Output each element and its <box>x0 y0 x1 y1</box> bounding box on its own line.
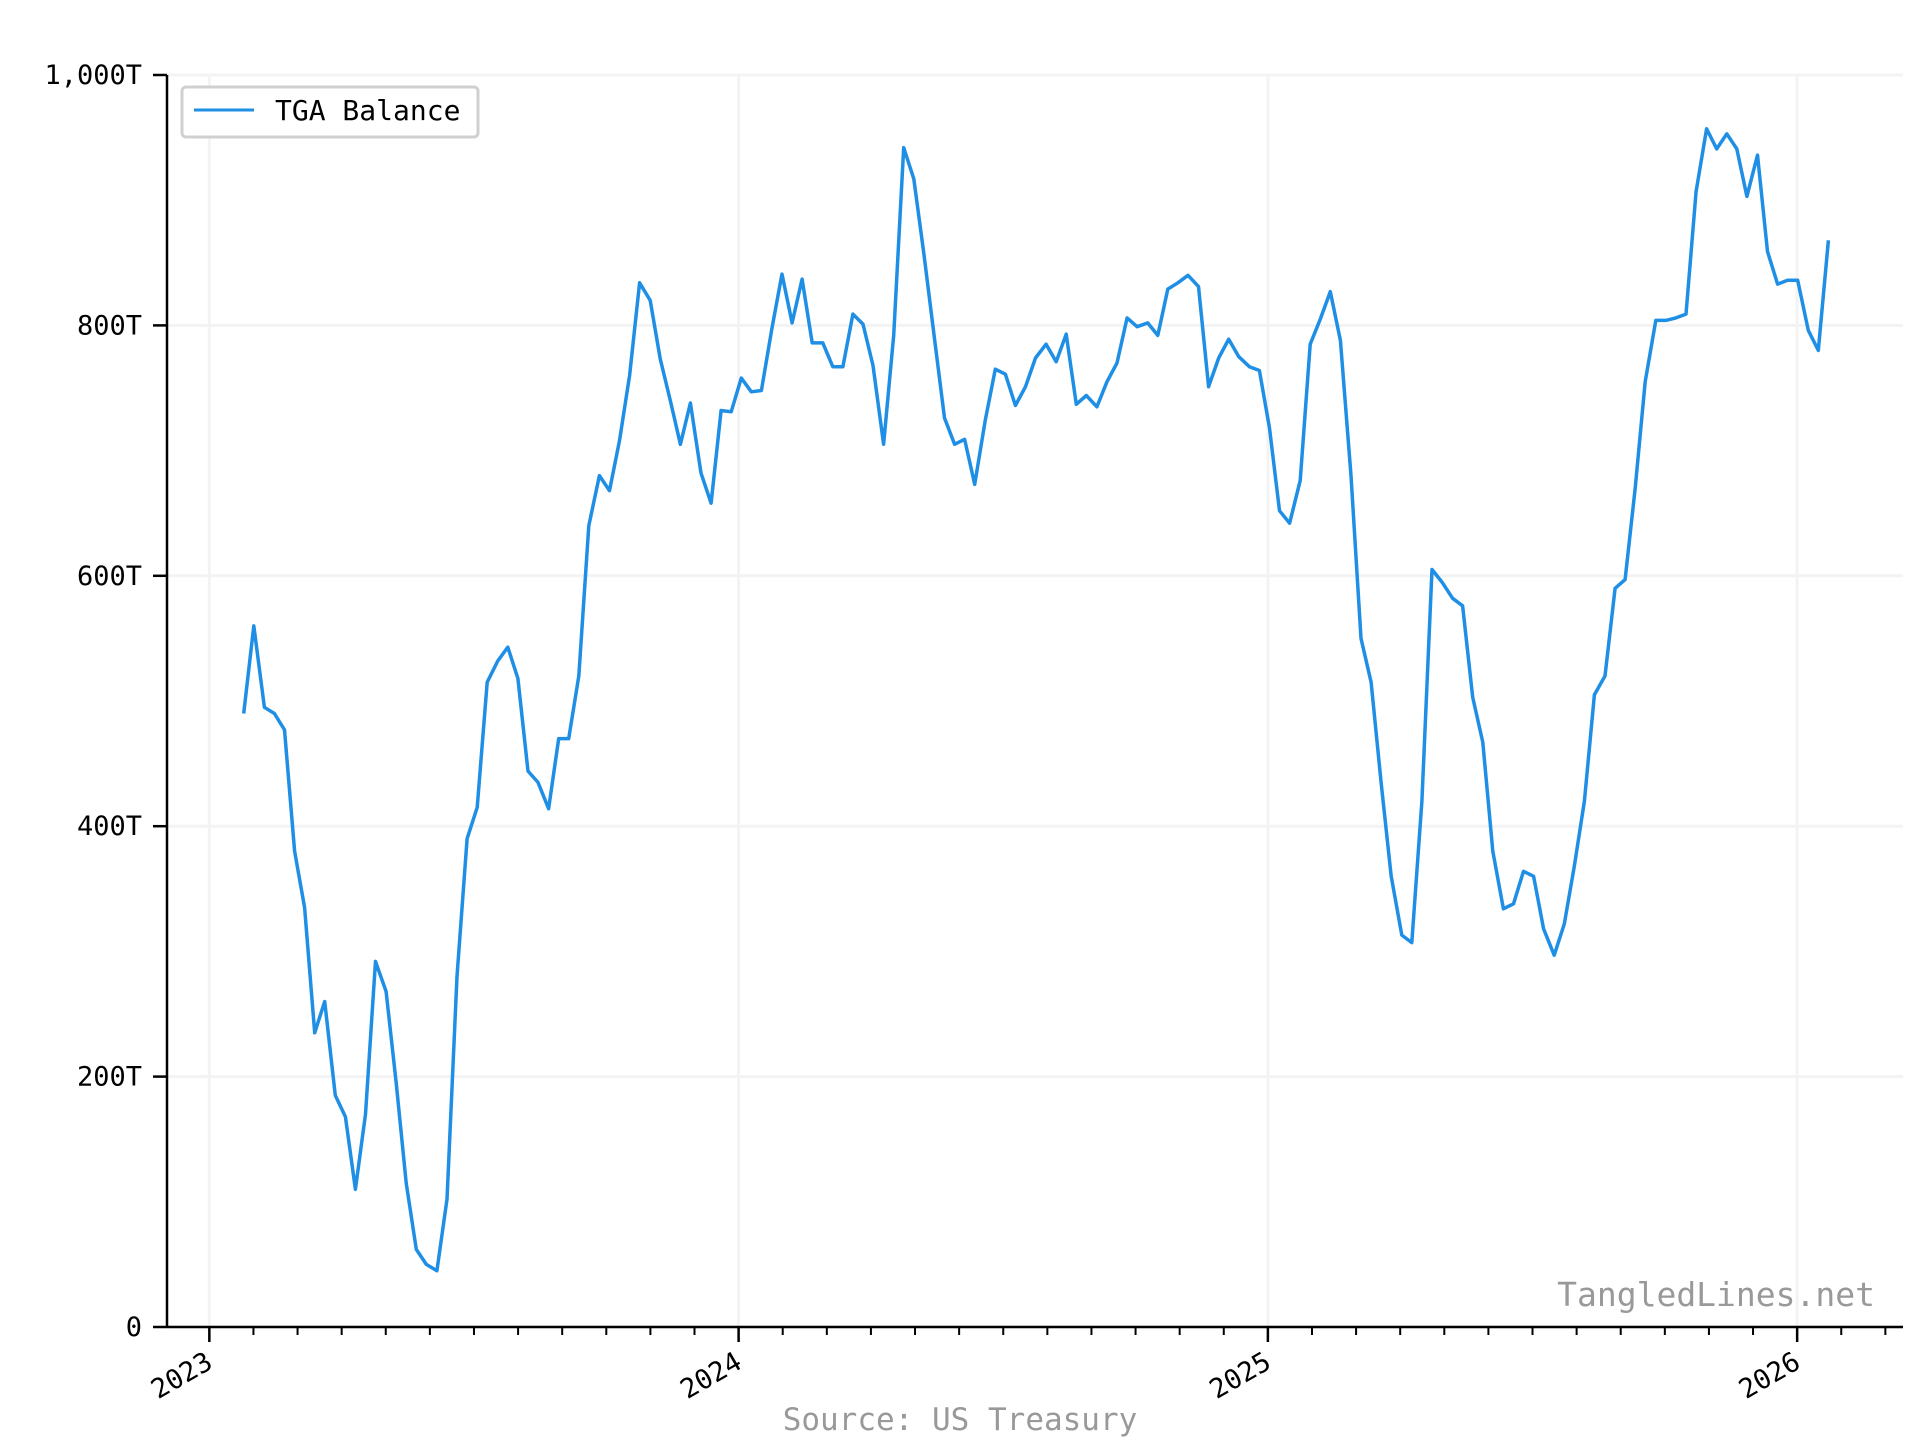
legend[interactable]: TGA Balance <box>180 85 480 139</box>
y-tick-label: 0 <box>126 1312 142 1343</box>
y-tick-label: 200T <box>77 1062 142 1093</box>
y-tick-label: 800T <box>77 310 142 341</box>
series-line-tga-balance <box>241 127 1831 1273</box>
y-tick-label: 400T <box>77 811 142 842</box>
x-tick-label: 2024 <box>675 1346 747 1405</box>
y-axis-ticks: 0 200T 400T 600T 800T 1,000T <box>44 60 167 1343</box>
x-tick-label: 2023 <box>146 1346 218 1405</box>
legend-box <box>180 85 480 139</box>
legend-label-tga-balance: TGA Balance <box>275 94 460 127</box>
watermark: TangledLines.net <box>1557 1275 1875 1314</box>
x-axis-ticks: 2023 2024 2025 2026 <box>146 1327 1887 1406</box>
source-note: Source: US Treasury <box>783 1402 1138 1438</box>
y-tick-label: 600T <box>77 561 142 592</box>
x-tick-label: 2026 <box>1734 1346 1806 1405</box>
grid-lines <box>167 73 1903 1329</box>
x-tick-label: 2025 <box>1205 1346 1277 1405</box>
series-layer <box>241 127 1831 1273</box>
axes <box>165 75 1903 1329</box>
y-tick-label: 1,000T <box>44 60 142 91</box>
